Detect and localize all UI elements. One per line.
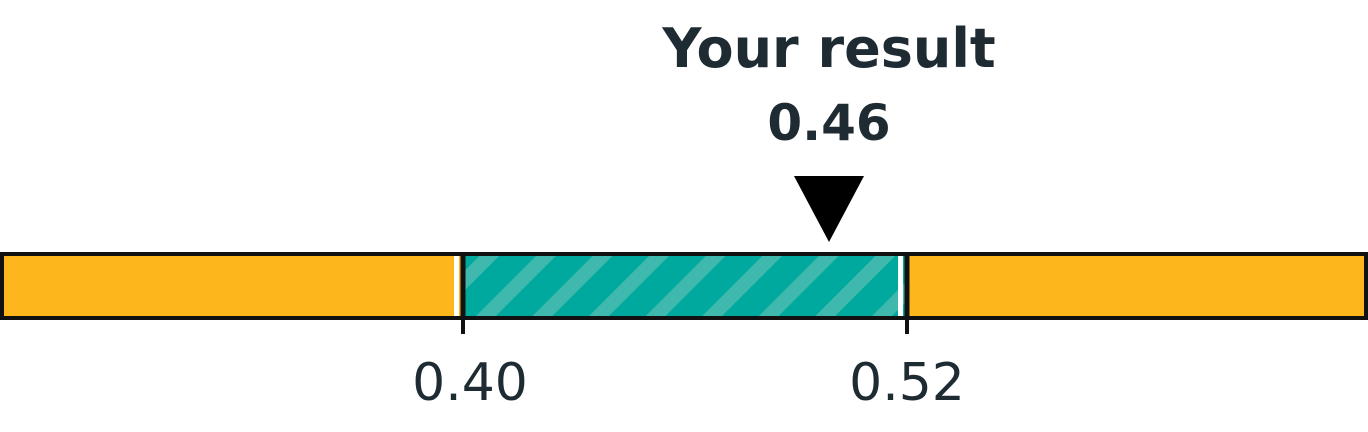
marker-value: 0.46 [767,94,890,152]
range-end-gap [898,256,903,316]
marker-triangle-icon [794,176,864,242]
range-end-tick-label: 0.52 [849,353,965,413]
segment-in-range [463,254,907,318]
range-bar [0,252,1368,320]
segment-below-range [2,254,463,318]
range-start-gap [454,256,459,316]
range-start-tick-label: 0.40 [412,353,528,413]
segment-above-range [907,254,1366,318]
marker-label: Your result [661,17,995,80]
bar-outline [0,252,1368,320]
